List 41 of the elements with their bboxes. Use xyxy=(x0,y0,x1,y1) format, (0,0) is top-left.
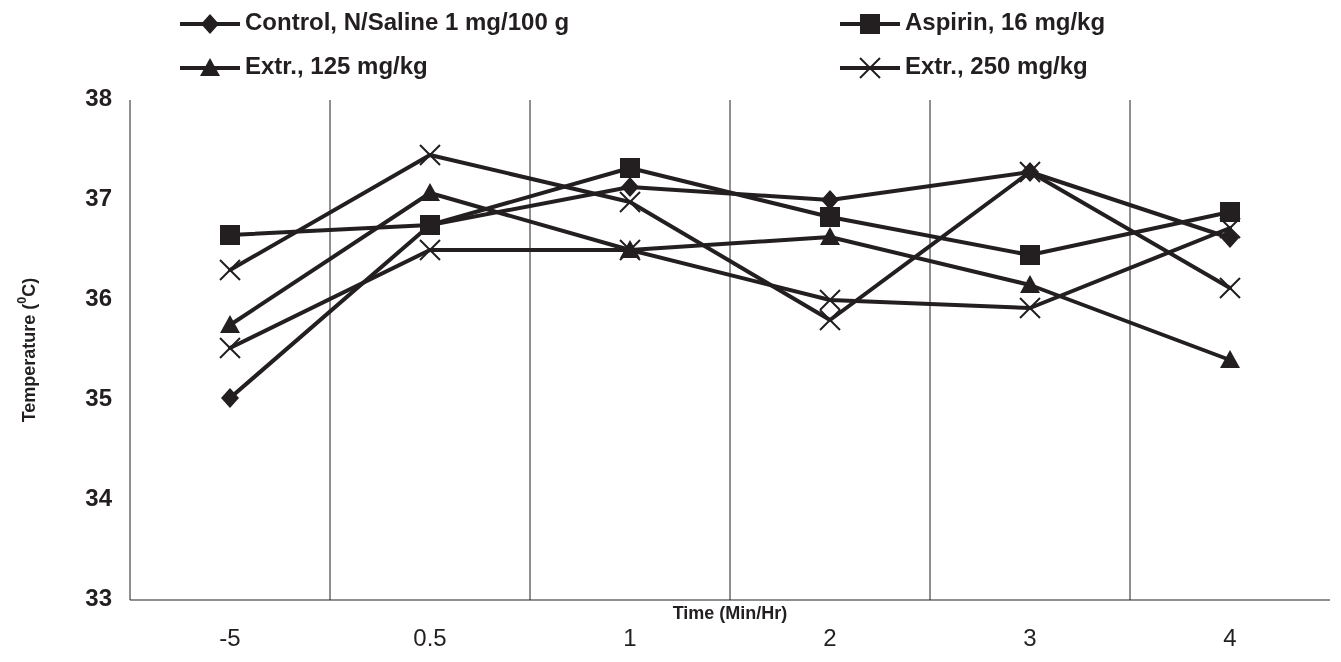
point xyxy=(620,158,640,178)
y-tick-label: 38 xyxy=(85,84,112,112)
y-tick-label: 34 xyxy=(85,484,113,512)
x-tick-label: 2 xyxy=(823,624,837,652)
point xyxy=(820,207,840,227)
point xyxy=(219,337,241,359)
y-tick-label: 37 xyxy=(85,184,112,212)
x-tick-label: 0.5 xyxy=(413,624,447,652)
legend-label: Extr., 250 mg/kg xyxy=(905,52,1088,80)
point xyxy=(621,177,639,197)
point xyxy=(220,315,240,333)
point xyxy=(221,388,239,408)
point xyxy=(619,191,641,213)
legend-label: Control, N/Saline 1 mg/100 g xyxy=(245,8,570,36)
x-tick-label: 1 xyxy=(623,624,637,652)
point xyxy=(821,190,839,210)
x-tick-label: 4 xyxy=(1223,624,1237,652)
point xyxy=(1020,245,1040,265)
y-tick-label: 33 xyxy=(85,584,112,612)
point xyxy=(219,259,241,281)
point xyxy=(419,144,441,166)
y-tick-label: 36 xyxy=(85,284,112,312)
point xyxy=(819,289,841,311)
point xyxy=(819,309,841,331)
point xyxy=(420,183,440,201)
point xyxy=(1019,297,1041,319)
y-tick-label: 35 xyxy=(85,384,112,412)
point xyxy=(419,239,441,261)
x-axis-title: Time (Min/Hr) xyxy=(672,602,788,623)
point xyxy=(1220,202,1240,222)
legend-label: Extr., 125 mg/kg xyxy=(245,52,428,80)
x-tick-label: -5 xyxy=(219,624,241,652)
point xyxy=(820,227,840,245)
point xyxy=(1020,275,1040,293)
point xyxy=(1219,217,1241,239)
x-tick-label: 3 xyxy=(1023,624,1037,652)
point xyxy=(220,225,240,245)
legend-label: Aspirin, 16 mg/kg xyxy=(905,8,1106,36)
point xyxy=(1221,228,1239,248)
point xyxy=(1220,350,1240,368)
point xyxy=(1219,277,1241,299)
